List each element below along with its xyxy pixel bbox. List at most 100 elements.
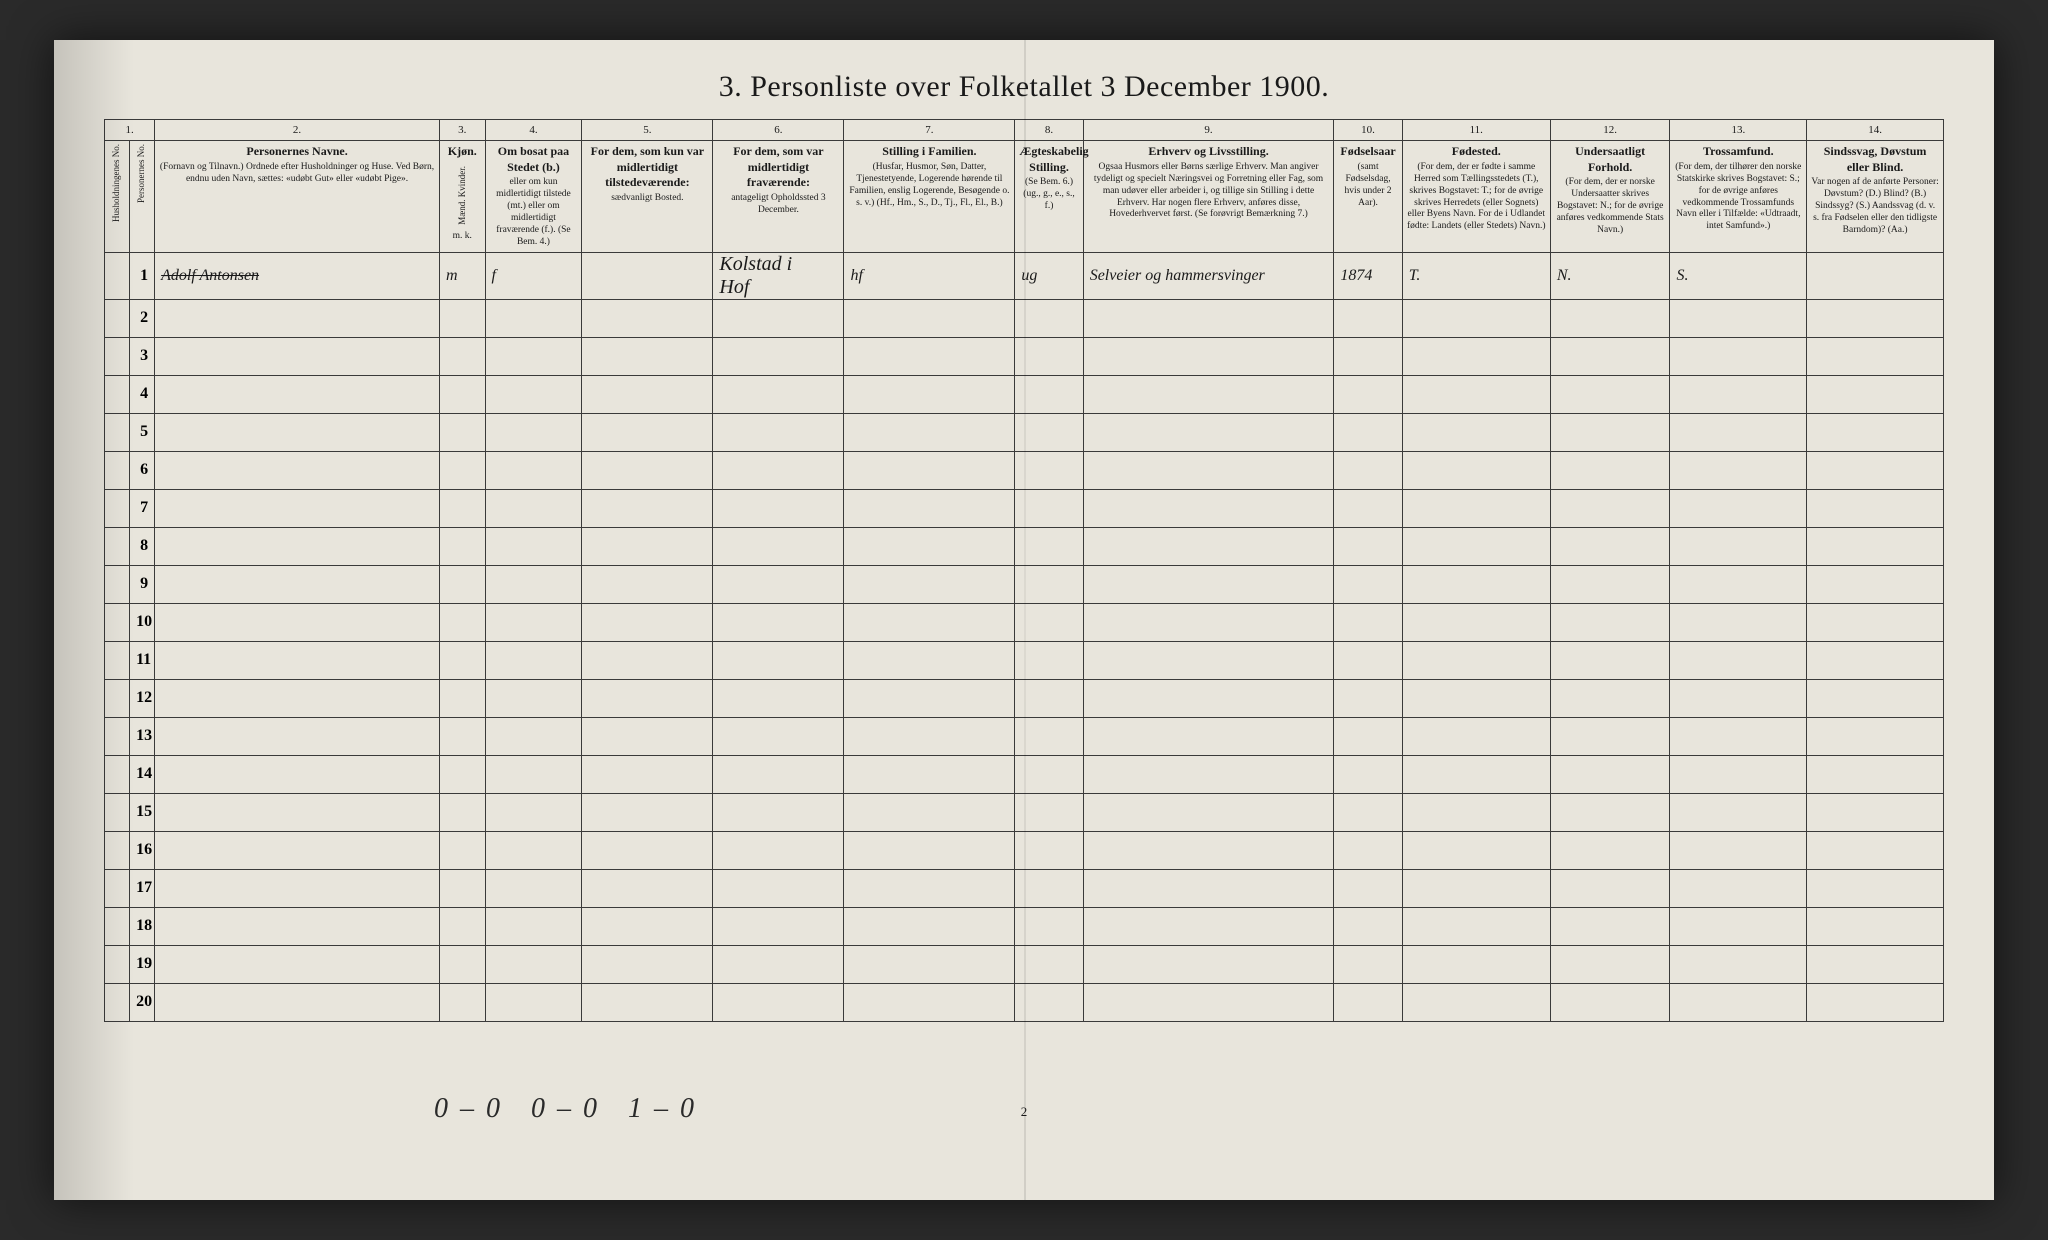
cell-sex — [439, 641, 485, 679]
cell-temp_abs: Kolstad i Hof — [713, 252, 844, 299]
table-row: 19 — [105, 945, 1944, 983]
cell-marital — [1015, 299, 1083, 337]
cell-birthplace — [1402, 869, 1550, 907]
cell-birth — [1334, 945, 1402, 983]
cell-birthplace — [1402, 793, 1550, 831]
cell-birthplace — [1402, 907, 1550, 945]
cell-occupation — [1083, 679, 1334, 717]
cell-sex — [439, 755, 485, 793]
row-number: 2 — [130, 299, 155, 337]
cell-family: hf — [844, 252, 1015, 299]
table-row: 3 — [105, 337, 1944, 375]
cell-marital — [1015, 755, 1083, 793]
cell-sex — [439, 489, 485, 527]
header-name: Personernes Navne. (Fornavn og Tilnavn.)… — [155, 141, 440, 252]
header-pers: Personernes No. — [130, 141, 155, 252]
col-num-6: 6. — [713, 120, 844, 141]
cell-citizen — [1550, 945, 1670, 983]
table-row: 16 — [105, 831, 1944, 869]
row-number: 10 — [130, 603, 155, 641]
cell-disability — [1807, 679, 1944, 717]
cell-sex — [439, 413, 485, 451]
cell-name — [155, 793, 440, 831]
col-num-1: 1. — [105, 120, 155, 141]
cell-family — [844, 451, 1015, 489]
cell-name — [155, 717, 440, 755]
cell-citizen — [1550, 565, 1670, 603]
cell-hush — [105, 831, 130, 869]
cell-temp_abs — [713, 679, 844, 717]
cell-name — [155, 375, 440, 413]
cell-sex — [439, 299, 485, 337]
cell-hush — [105, 527, 130, 565]
cell-temp_pres — [582, 907, 713, 945]
cell-religion — [1670, 375, 1807, 413]
cell-disability — [1807, 527, 1944, 565]
row-number: 14 — [130, 755, 155, 793]
cell-religion — [1670, 603, 1807, 641]
cell-religion — [1670, 907, 1807, 945]
cell-temp_abs — [713, 603, 844, 641]
cell-temp_abs — [713, 831, 844, 869]
table-row: 5 — [105, 413, 1944, 451]
table-row: 20 — [105, 983, 1944, 1021]
cell-sex — [439, 793, 485, 831]
cell-religion — [1670, 755, 1807, 793]
cell-religion: S. — [1670, 252, 1807, 299]
header-present: Om bosat paa Stedet (b.) eller om kun mi… — [485, 141, 582, 252]
cell-sex — [439, 945, 485, 983]
row-number: 13 — [130, 717, 155, 755]
table-row: 10 — [105, 603, 1944, 641]
header-occupation: Erhverv og Livsstilling. Ogsaa Husmors e… — [1083, 141, 1334, 252]
cell-family — [844, 679, 1015, 717]
cell-family — [844, 945, 1015, 983]
cell-marital — [1015, 641, 1083, 679]
col-num-5: 5. — [582, 120, 713, 141]
cell-present — [485, 793, 582, 831]
cell-citizen — [1550, 907, 1670, 945]
cell-family — [844, 565, 1015, 603]
cell-hush — [105, 869, 130, 907]
row-number: 3 — [130, 337, 155, 375]
cell-citizen — [1550, 755, 1670, 793]
col-num-4: 4. — [485, 120, 582, 141]
cell-birth — [1334, 831, 1402, 869]
cell-disability — [1807, 252, 1944, 299]
page-title: 3. Personliste over Folketallet 3 Decemb… — [104, 70, 1944, 104]
cell-name — [155, 413, 440, 451]
cell-disability — [1807, 451, 1944, 489]
header-citizen: Undersaatligt Forhold. (For dem, der er … — [1550, 141, 1670, 252]
cell-name — [155, 565, 440, 603]
cell-temp_abs — [713, 413, 844, 451]
cell-religion — [1670, 793, 1807, 831]
cell-temp_abs — [713, 717, 844, 755]
cell-occupation — [1083, 375, 1334, 413]
cell-marital — [1015, 907, 1083, 945]
cell-temp_abs — [713, 375, 844, 413]
cell-religion — [1670, 641, 1807, 679]
cell-temp_pres — [582, 489, 713, 527]
cell-disability — [1807, 299, 1944, 337]
cell-citizen — [1550, 375, 1670, 413]
table-row: 6 — [105, 451, 1944, 489]
cell-sex — [439, 983, 485, 1021]
cell-religion — [1670, 983, 1807, 1021]
cell-occupation — [1083, 793, 1334, 831]
row-number: 9 — [130, 565, 155, 603]
cell-birth — [1334, 489, 1402, 527]
cell-name — [155, 679, 440, 717]
cell-name — [155, 945, 440, 983]
row-number: 4 — [130, 375, 155, 413]
cell-family — [844, 337, 1015, 375]
cell-temp_abs — [713, 945, 844, 983]
cell-family — [844, 907, 1015, 945]
cell-occupation — [1083, 717, 1334, 755]
cell-disability — [1807, 603, 1944, 641]
cell-temp_abs — [713, 451, 844, 489]
cell-citizen — [1550, 869, 1670, 907]
cell-occupation — [1083, 489, 1334, 527]
cell-sex: m — [439, 252, 485, 299]
cell-family — [844, 793, 1015, 831]
cell-present: f — [485, 252, 582, 299]
cell-hush — [105, 755, 130, 793]
